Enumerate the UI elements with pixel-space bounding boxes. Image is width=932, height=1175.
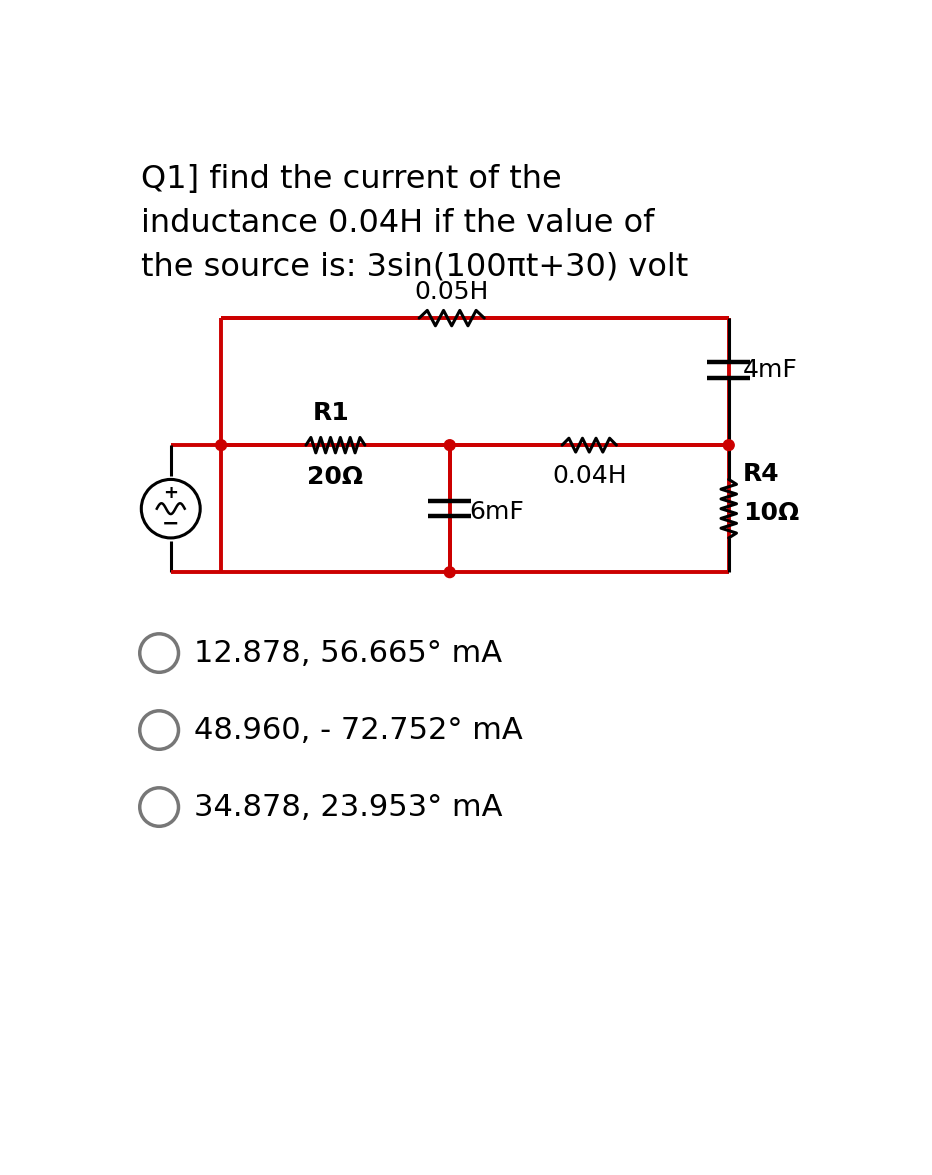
Circle shape: [445, 439, 455, 450]
Circle shape: [445, 566, 455, 578]
Circle shape: [723, 439, 734, 450]
Text: 6mF: 6mF: [469, 499, 524, 524]
Text: 10Ω: 10Ω: [743, 501, 799, 524]
Text: 34.878, 23.953° mA: 34.878, 23.953° mA: [194, 793, 502, 821]
Text: inductance 0.04H if the value of: inductance 0.04H if the value of: [142, 208, 654, 239]
Text: Q1] find the current of the: Q1] find the current of the: [142, 165, 562, 195]
Text: 0.04H: 0.04H: [552, 464, 626, 488]
Text: 4mF: 4mF: [743, 358, 798, 382]
Text: R1: R1: [313, 401, 350, 425]
Text: 12.878, 56.665° mA: 12.878, 56.665° mA: [194, 638, 502, 667]
Text: the source is: 3sin(100πt+30) volt: the source is: 3sin(100πt+30) volt: [142, 251, 689, 283]
Text: 0.05H: 0.05H: [415, 281, 489, 304]
Circle shape: [215, 439, 226, 450]
Text: +: +: [163, 484, 178, 502]
Text: 20Ω: 20Ω: [308, 465, 363, 489]
Text: −: −: [162, 515, 180, 535]
Text: R4: R4: [743, 462, 779, 485]
Text: 48.960, - 72.752° mA: 48.960, - 72.752° mA: [194, 716, 523, 745]
